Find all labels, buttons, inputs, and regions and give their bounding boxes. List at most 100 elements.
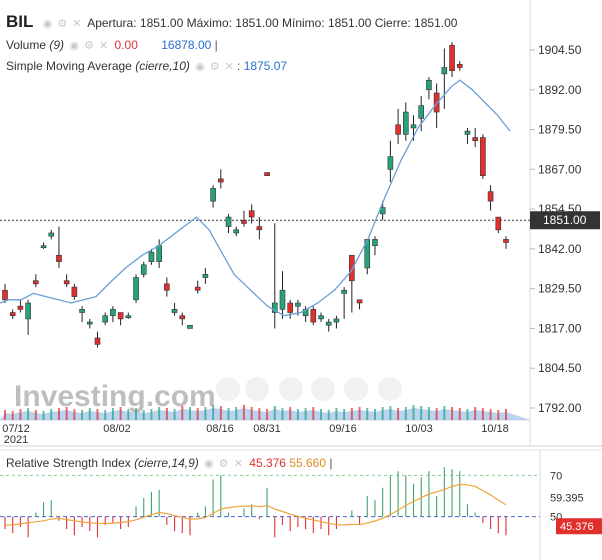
candle-body xyxy=(464,130,471,135)
candle-body xyxy=(264,172,270,176)
candle-body xyxy=(233,229,240,234)
volume-bar xyxy=(27,408,30,420)
y-tick-label: 1904.50 xyxy=(538,43,582,57)
price-axis[interactable]: 1904.50 1892.00 1879.50 1867.00 1854.50 1842.… xyxy=(530,43,582,415)
sma-polyline xyxy=(0,79,511,317)
candle-body xyxy=(17,305,24,310)
candle xyxy=(9,309,16,319)
volume-bar xyxy=(258,408,261,420)
candle-body xyxy=(133,277,139,301)
candle xyxy=(210,185,216,208)
candle-body xyxy=(402,111,409,135)
candle-body xyxy=(194,286,201,291)
candle-body xyxy=(279,289,286,310)
candle xyxy=(17,299,24,313)
candle-body xyxy=(287,302,293,313)
sma-label: Simple Moving Average xyxy=(6,59,132,73)
candle xyxy=(495,216,502,233)
candle xyxy=(225,213,232,233)
candle-body xyxy=(164,283,170,291)
candle-body xyxy=(86,321,93,325)
volume-bar xyxy=(373,409,376,420)
settings-icon[interactable]: ◉ ⚙ ✕ xyxy=(69,40,110,52)
candle xyxy=(148,248,155,265)
candle-body xyxy=(495,216,502,231)
candle-body xyxy=(48,232,55,237)
x-tick-label: 08/02 xyxy=(103,423,131,435)
rsi-settings-icon[interactable]: ◉ ⚙ ✕ xyxy=(204,458,244,470)
candle-body xyxy=(503,239,509,243)
volume-bar xyxy=(104,410,107,420)
candle xyxy=(2,283,8,303)
candle-body xyxy=(372,239,378,247)
candle-body xyxy=(310,309,317,323)
volume-bar xyxy=(343,409,346,420)
rsi-grid xyxy=(0,474,540,518)
ohlc-values: Apertura: 1851.00 Máximo: 1851.00 Mínimo… xyxy=(87,16,458,30)
volume-bar xyxy=(420,406,423,420)
candle xyxy=(25,299,31,335)
volume-bar xyxy=(50,409,53,420)
candle-body xyxy=(2,289,8,301)
candle-body xyxy=(318,315,324,320)
rsi-value-badge xyxy=(556,518,602,535)
y-tick-label: 1842.00 xyxy=(538,242,582,256)
candle xyxy=(402,102,409,141)
nav-button[interactable] xyxy=(245,377,269,401)
sma-settings-icon[interactable]: ◉ ⚙ ✕ xyxy=(195,61,236,73)
visibility-icon[interactable]: ◉ ⚙ ✕ xyxy=(42,18,83,30)
volume-bar xyxy=(281,408,284,420)
volume-bar xyxy=(135,408,138,420)
volume-legend: Volume (9) ◉ ⚙ ✕ 0.00 16878.00 | xyxy=(6,38,218,52)
volume-avg: 16878.00 xyxy=(161,38,212,52)
candle-body xyxy=(241,219,247,224)
x-tick-label: 10/03 xyxy=(405,423,433,435)
candle-body xyxy=(71,286,78,297)
volume-bar xyxy=(111,408,114,420)
candle-body xyxy=(56,254,62,262)
volume-bar xyxy=(304,408,307,420)
volume-bar xyxy=(397,408,400,420)
volume-bar xyxy=(389,406,392,420)
candle xyxy=(241,210,247,227)
volume-bar xyxy=(88,408,91,420)
volume-bar xyxy=(312,407,315,420)
candle xyxy=(418,96,425,132)
candle-body xyxy=(395,124,401,135)
candle xyxy=(179,312,186,326)
candle xyxy=(503,236,509,249)
candle xyxy=(356,299,363,310)
volume-bar xyxy=(458,408,461,420)
candle xyxy=(456,61,463,71)
candle xyxy=(40,242,47,249)
candle xyxy=(48,229,55,240)
volume-bar xyxy=(196,408,199,420)
nav-button[interactable] xyxy=(279,377,303,401)
nav-button[interactable] xyxy=(311,377,335,401)
candle-body xyxy=(441,67,448,75)
candle xyxy=(387,140,394,183)
x-tick-label: 09/16 xyxy=(329,423,357,435)
candle-body xyxy=(256,226,263,231)
candle xyxy=(264,172,270,176)
volume-bar xyxy=(119,407,122,420)
candle-body xyxy=(140,264,147,275)
nav-button[interactable] xyxy=(378,377,402,401)
candle-body xyxy=(225,216,232,227)
nav-button[interactable] xyxy=(216,377,240,401)
rsi-tick-label: 70 xyxy=(550,470,562,482)
volume-bar xyxy=(289,407,292,420)
volume-bar xyxy=(404,407,407,420)
candle xyxy=(63,274,70,288)
candle-body xyxy=(248,210,255,218)
candle-body xyxy=(125,315,132,319)
volume-bar xyxy=(4,410,6,420)
nav-button[interactable] xyxy=(344,377,368,401)
volume-bar xyxy=(358,407,361,420)
candle-body xyxy=(79,309,85,313)
candle-body xyxy=(472,137,478,141)
candle-body xyxy=(218,178,224,183)
volume-bar xyxy=(327,410,330,420)
